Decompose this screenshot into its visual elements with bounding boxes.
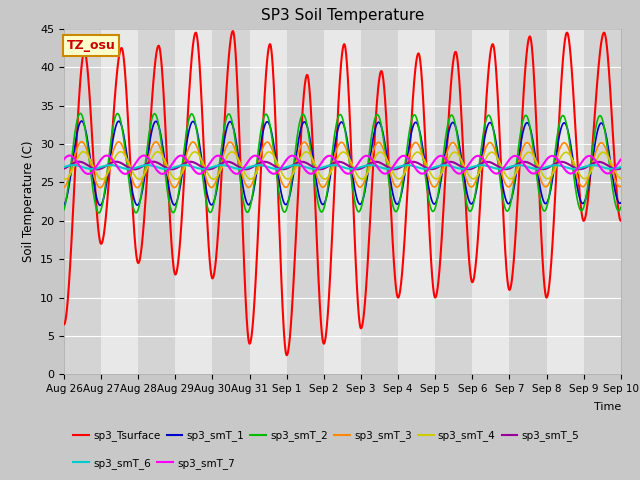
Title: SP3 Soil Temperature: SP3 Soil Temperature	[260, 9, 424, 24]
Bar	[64, 29, 101, 374]
Bar	[287, 29, 324, 374]
Y-axis label: Soil Temperature (C): Soil Temperature (C)	[22, 141, 35, 263]
Text: TZ_osu: TZ_osu	[67, 39, 116, 52]
Text: Time: Time	[593, 402, 621, 412]
Bar	[138, 29, 175, 374]
Bar	[212, 29, 250, 374]
Bar	[584, 29, 621, 374]
Bar	[435, 29, 472, 374]
Bar	[509, 29, 547, 374]
Legend: sp3_smT_6, sp3_smT_7: sp3_smT_6, sp3_smT_7	[69, 454, 239, 473]
Bar	[361, 29, 398, 374]
